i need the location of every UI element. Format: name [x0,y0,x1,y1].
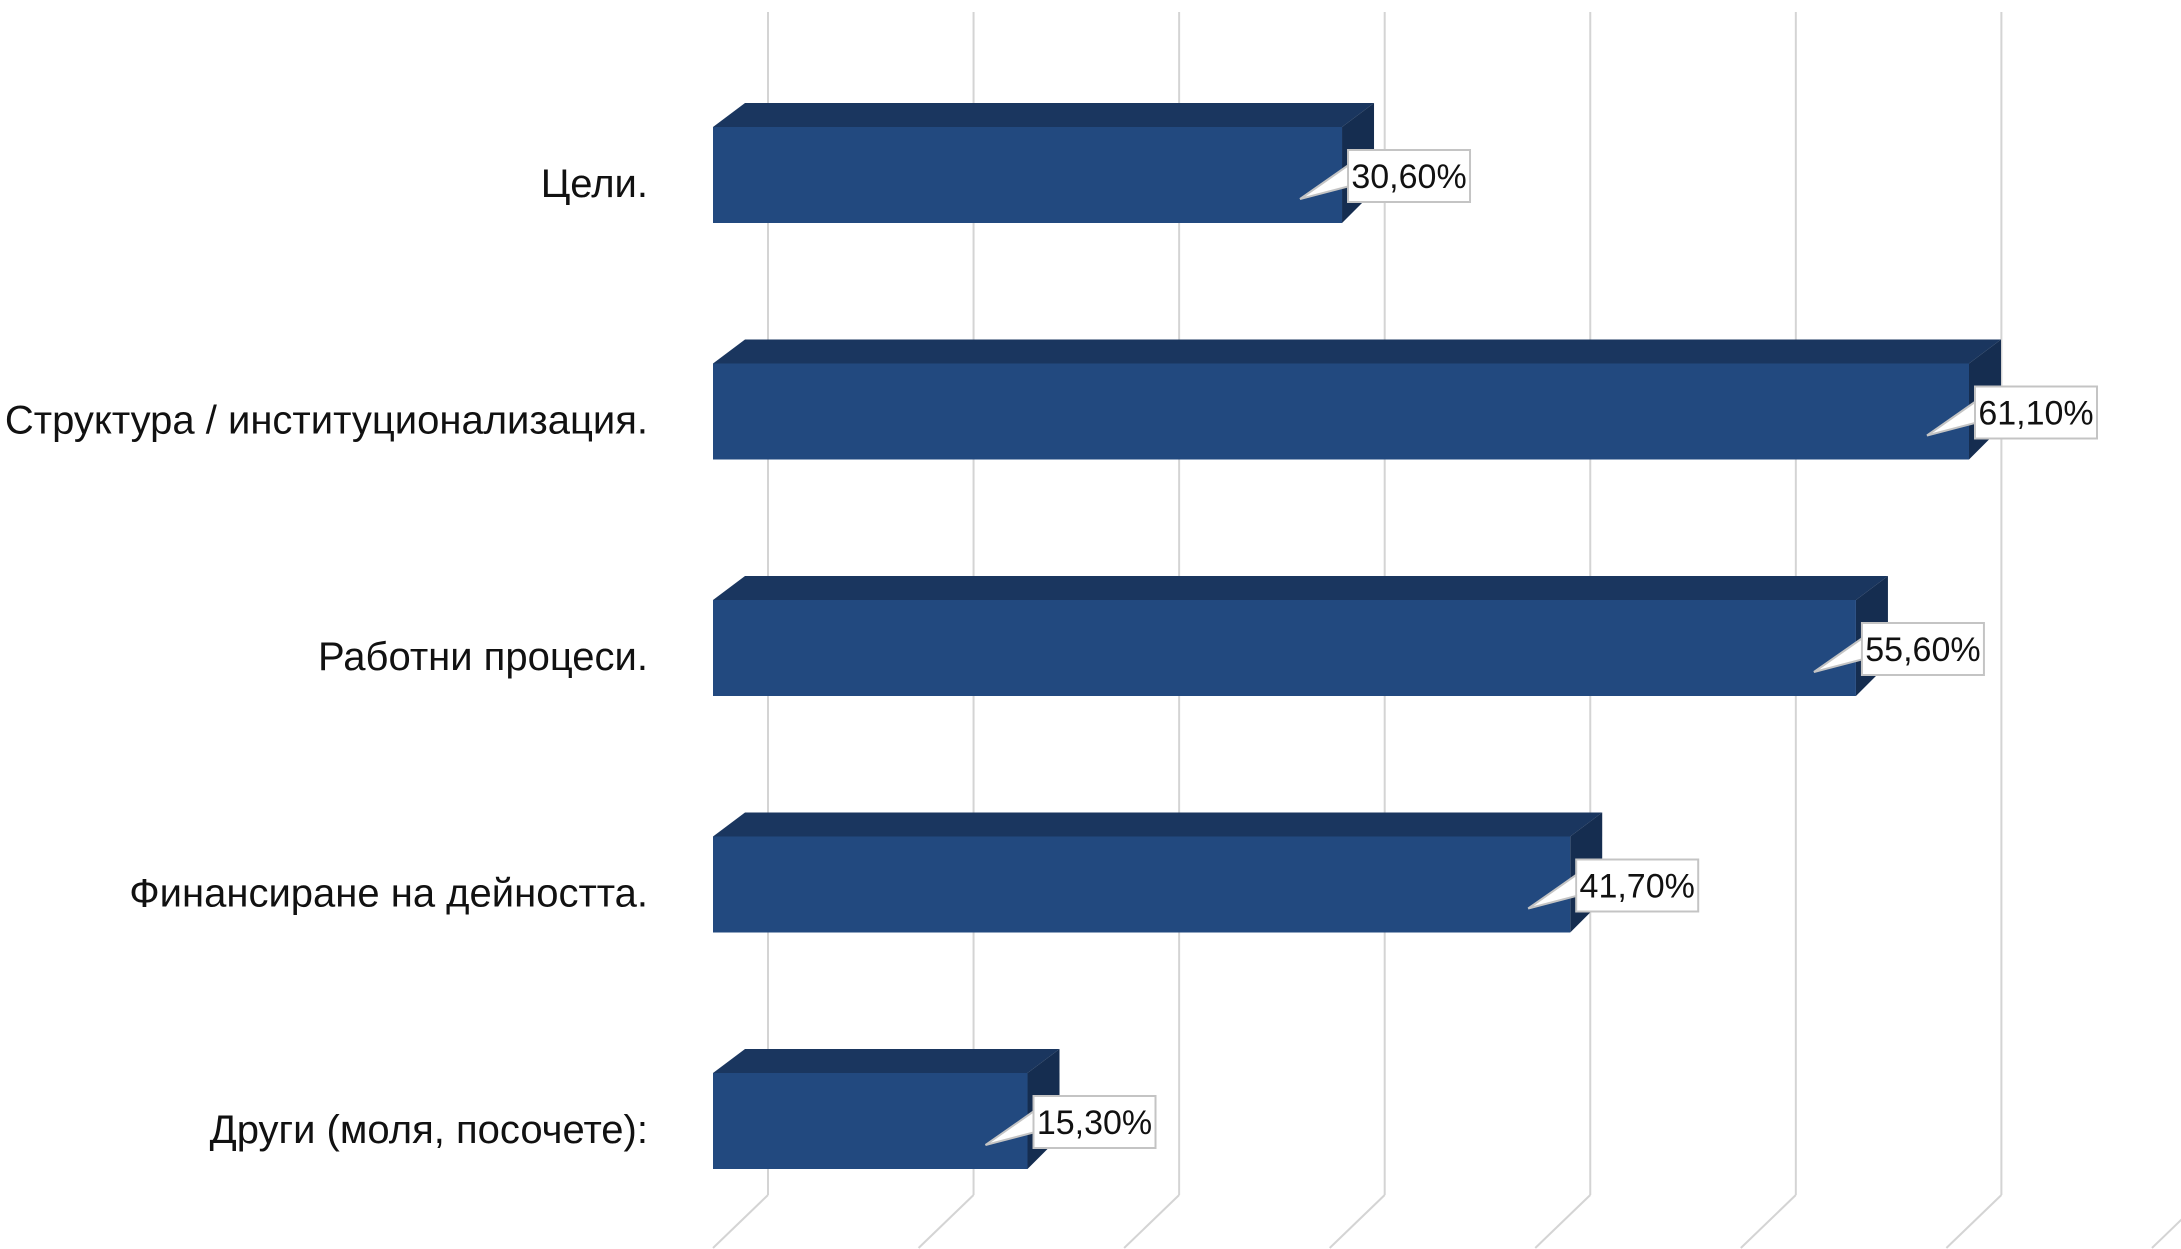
category-label: Други (моля, посочете): [210,1108,648,1152]
floor-gridline [1740,1194,1797,1249]
data-label: 30,60% [1299,149,1472,203]
data-label: 15,30% [984,1095,1157,1149]
floor-gridline [1534,1194,1591,1249]
data-label-text: 55,60% [1865,631,1980,669]
bars [713,103,2001,1169]
bar-top-face [713,576,1888,600]
data-label-text: 15,30% [1037,1104,1152,1142]
category-label: Финансиране на дейността. [129,872,648,916]
floor-gridline [1945,1194,2003,1249]
bar [713,576,1888,696]
data-label-text: 61,10% [1978,395,2093,433]
floor-gridline [917,1194,975,1249]
bar-front-face [713,363,1969,460]
bar-top-face [713,103,1375,127]
data-label-seam [1349,165,1354,185]
bar-top-face [713,1049,1060,1073]
data-labels: 30,60% 61,10% 55,60% 41,70% 15,30% [984,149,2098,1149]
data-label-box [1974,385,2098,440]
bar-front-face [713,600,1856,696]
data-label: 61,10% [1926,385,2098,440]
data-label-seam [1577,874,1582,895]
bar-top-face [713,812,1603,837]
category-label: Работни процеси. [318,635,648,679]
bar-top-face [713,339,2001,364]
data-label: 55,60% [1813,622,1985,676]
category-label: Цели. [541,162,648,206]
bar [713,103,1375,223]
bar-front-face [713,1073,1028,1169]
data-label-seam [1862,638,1867,658]
floor-gridline [1329,1194,1386,1249]
floor-gridline [2151,1218,2181,1249]
bar [713,1049,1060,1169]
bar-front-face [713,836,1571,933]
data-label: 41,70% [1527,858,1700,913]
data-label-box [1575,858,1700,913]
floor-gridline [712,1194,769,1249]
bar-front-face [713,127,1343,223]
data-label-text: 30,60% [1351,158,1466,196]
bar [713,339,2001,460]
data-label-seam [1976,401,1980,422]
data-label-box [1032,1095,1157,1149]
data-label-box [1347,149,1472,203]
data-label-box [1860,622,1985,676]
category-labels: Цели. Структура / институционализация. Раб… [5,162,648,1152]
data-label-seam [1034,1111,1039,1131]
data-label-text: 41,70% [1580,868,1695,906]
bar [713,812,1603,933]
category-label: Структура / институционализация. [5,399,648,443]
floor-gridline [1123,1194,1180,1249]
